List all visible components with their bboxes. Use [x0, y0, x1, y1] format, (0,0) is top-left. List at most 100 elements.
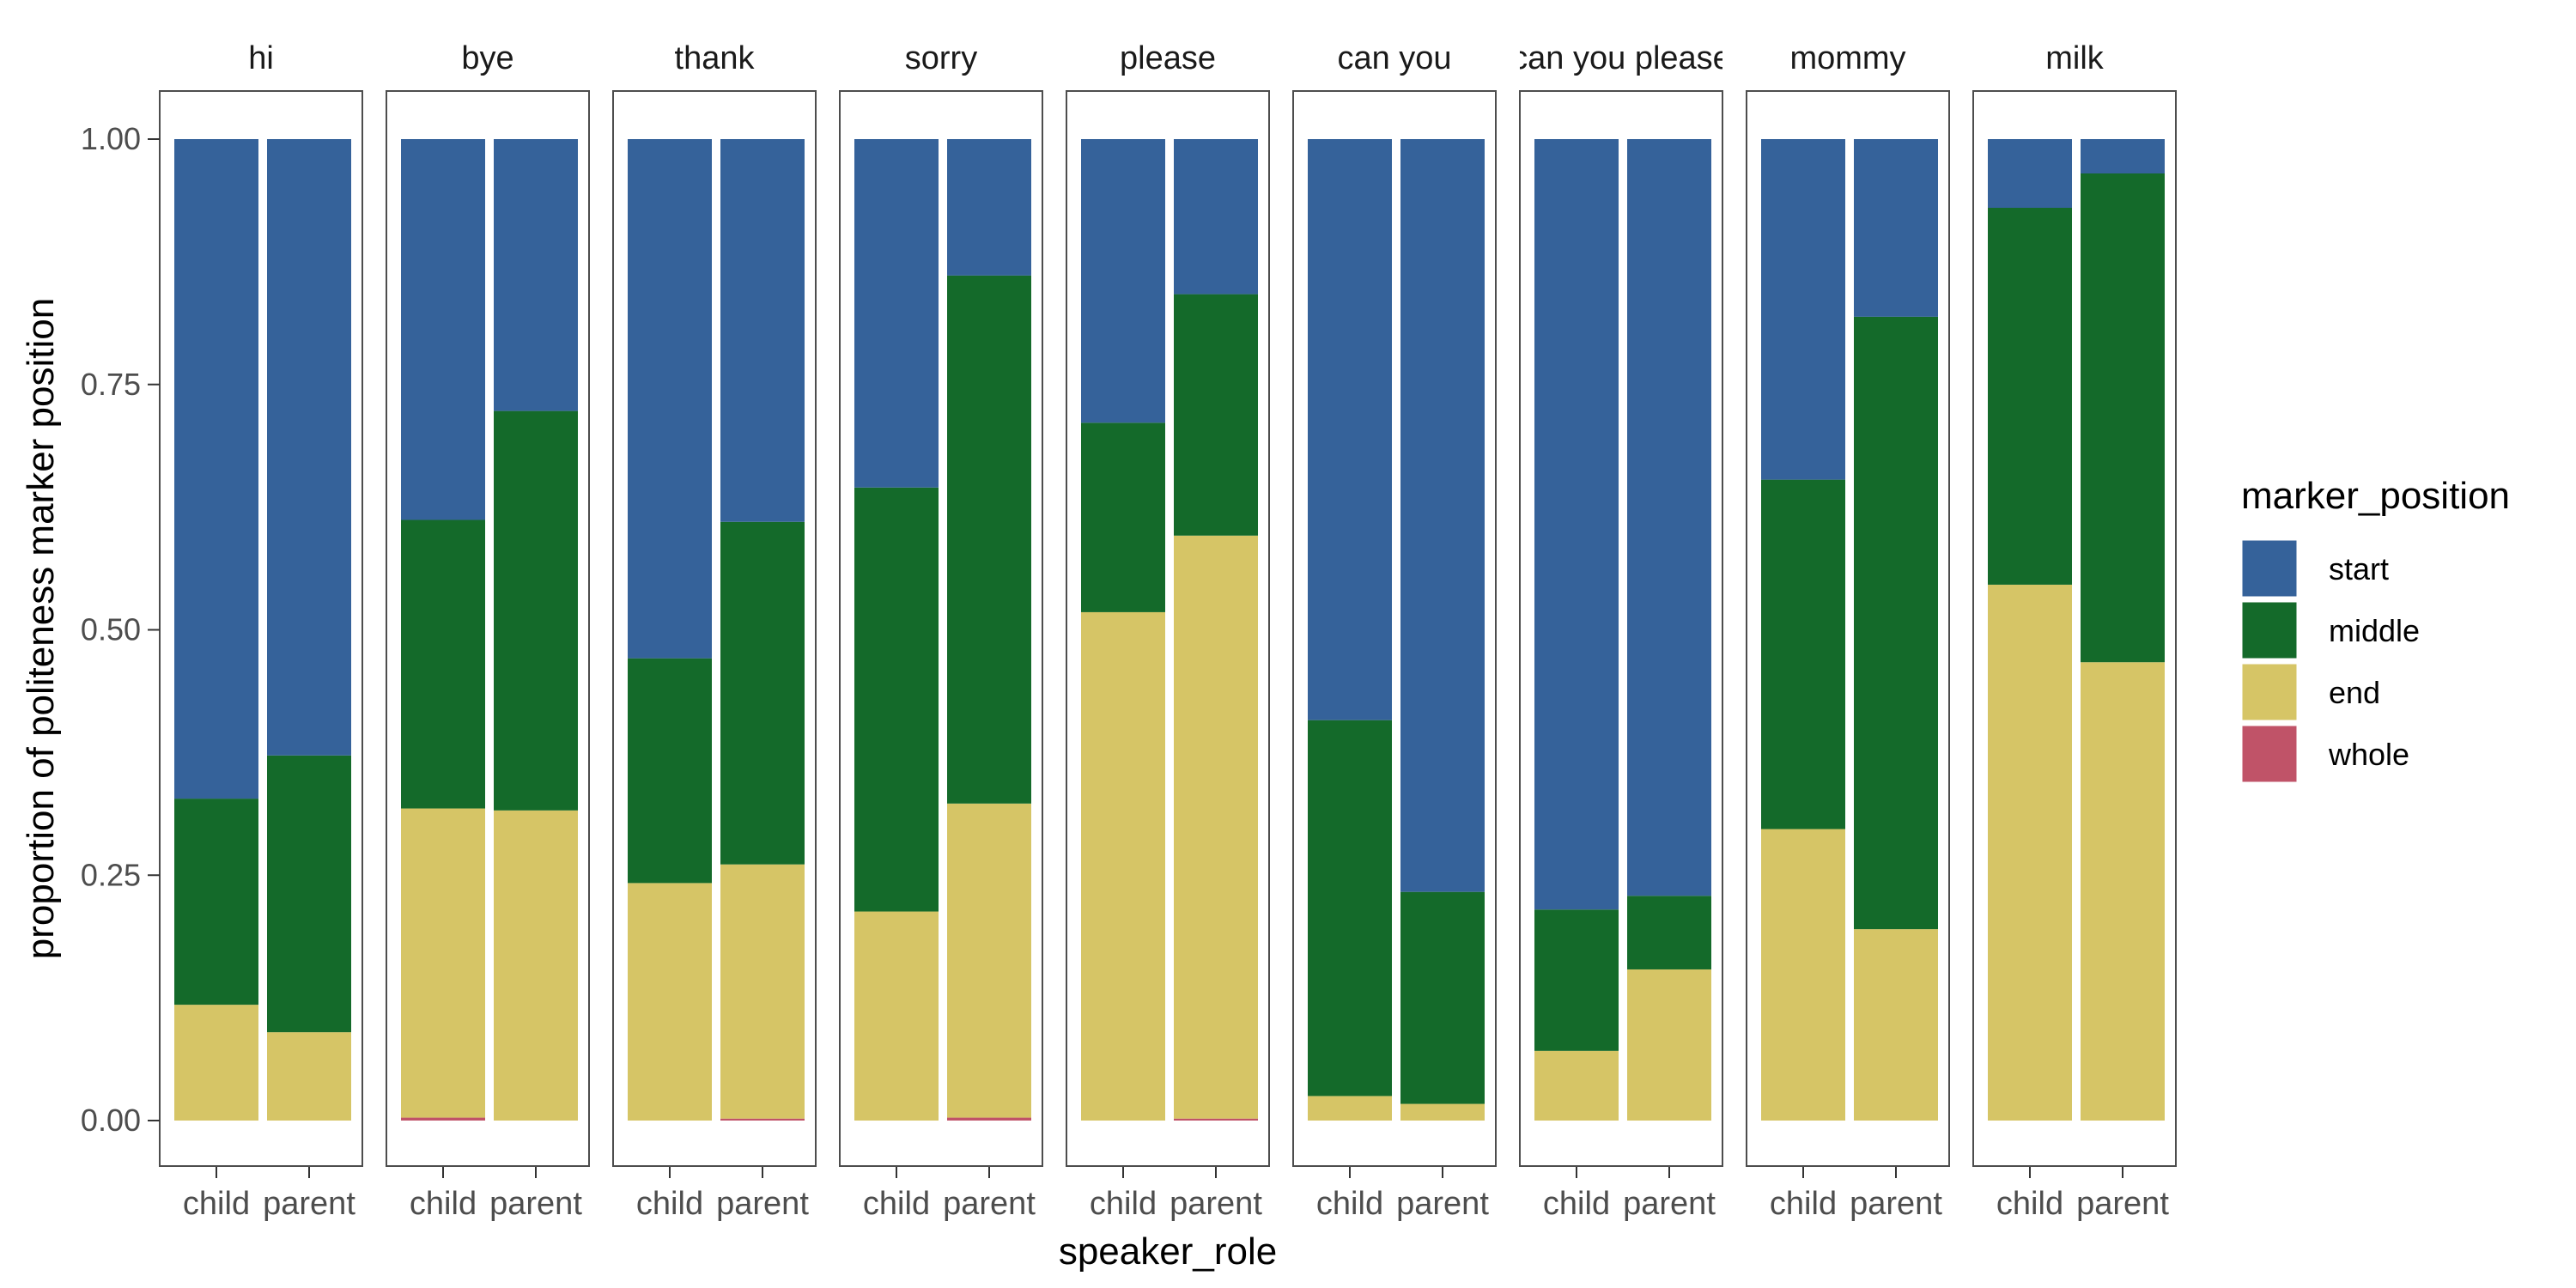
bar-segment-middle-please-child [1081, 422, 1165, 612]
y-axis: 0.00 0.25 0.50 0.75 1.00 [81, 121, 160, 1138]
facet-panel-sorry: sorry child parent [839, 40, 1043, 1222]
bar-segment-start-milk-child [1988, 139, 2072, 209]
bar-segment-start-bye-parent [494, 139, 578, 411]
bar-segment-start-can-you-please-parent [1627, 139, 1711, 896]
y-tick-label: 0.75 [81, 367, 141, 402]
legend-key-end [2239, 661, 2300, 723]
bar-segment-end-milk-child [1988, 584, 2072, 1121]
x-tick-label: parent [2076, 1186, 2169, 1222]
x-tick-label: child [863, 1186, 930, 1222]
bar-segment-whole-please-parent [1174, 1118, 1258, 1121]
facet-panel-border [1972, 90, 2177, 1167]
facet-panel-border [159, 90, 363, 1167]
bar-segment-middle-bye-parent [494, 410, 578, 811]
bar-segment-middle-please-parent [1174, 294, 1258, 536]
bar-segment-start-thank-parent [720, 139, 805, 522]
facet-panel-milk: milk child parent [1972, 40, 2177, 1222]
bar-segment-middle-milk-parent [2081, 173, 2165, 663]
legend-label-whole: whole [2328, 737, 2409, 772]
facet-panel-border [386, 90, 590, 1167]
bar-segment-middle-can-you-parent [1400, 891, 1485, 1104]
facet-title: can you please [1511, 40, 1731, 76]
bar-segment-middle-can-you-please-child [1534, 909, 1619, 1051]
x-tick-label: child [183, 1186, 250, 1222]
x-tick-label: parent [263, 1186, 355, 1222]
bar-segment-end-hi-child [174, 1005, 258, 1121]
legend-key-middle [2239, 599, 2300, 661]
facet-panel-can-you: can you child parent [1292, 40, 1497, 1222]
bar-segment-whole-thank-parent [720, 1118, 805, 1121]
bar-segment-start-can-you-child [1308, 139, 1392, 720]
bar-segment-end-can-you-child [1308, 1096, 1392, 1121]
bar-segment-middle-bye-child [401, 519, 485, 809]
bar-segment-end-milk-parent [2081, 662, 2165, 1121]
bar-segment-middle-thank-parent [720, 521, 805, 865]
x-tick-label: child [1090, 1186, 1157, 1222]
bar-segment-end-bye-parent [494, 810, 578, 1121]
bar-segment-start-sorry-child [854, 139, 939, 488]
x-tick-label: parent [716, 1186, 809, 1222]
facet-panel-hi: hi child parent [159, 40, 363, 1222]
y-tick-label: 0.00 [81, 1103, 141, 1138]
x-tick-label: parent [943, 1186, 1036, 1222]
facet-panel-border [839, 90, 1043, 1167]
facet-title: please [1120, 40, 1216, 76]
bar-segment-start-milk-parent [2081, 139, 2165, 174]
bar-segment-middle-hi-parent [267, 755, 351, 1033]
bar-segment-end-please-child [1081, 611, 1165, 1121]
x-tick-label: child [1316, 1186, 1383, 1222]
bar-segment-start-mommy-child [1761, 139, 1845, 480]
x-tick-label: parent [489, 1186, 582, 1222]
bar-segment-whole-bye-child [401, 1117, 485, 1121]
facet-panel-can-you-please: can you please child parent [1511, 40, 1731, 1222]
legend-key-whole [2239, 723, 2300, 785]
bar-segment-end-please-parent [1174, 535, 1258, 1119]
bar-segment-middle-sorry-child [854, 487, 939, 912]
bar-segment-middle-hi-child [174, 799, 258, 1005]
bar-segment-middle-mommy-parent [1854, 316, 1938, 930]
facet-panels: hi child parent bye child parent thank child par… [159, 40, 2177, 1222]
x-tick-label: child [1543, 1186, 1610, 1222]
legend-label-middle: middle [2329, 613, 2420, 648]
facet-title: can you [1337, 40, 1451, 76]
facet-title: mommy [1789, 40, 1905, 76]
legend-label-end: end [2329, 675, 2380, 710]
bar-segment-middle-can-you-child [1308, 720, 1392, 1097]
x-tick-label: parent [1623, 1186, 1716, 1222]
bar-segment-end-mommy-child [1761, 829, 1845, 1121]
x-tick-label: parent [1850, 1186, 1942, 1222]
facet-panel-border [1066, 90, 1270, 1167]
x-tick-label: parent [1396, 1186, 1489, 1222]
bar-segment-end-bye-child [401, 808, 485, 1118]
bar-segment-start-hi-child [174, 139, 258, 799]
y-tick-label: 0.25 [81, 857, 141, 892]
bar-segment-start-thank-child [628, 139, 712, 659]
y-tick-label: 0.50 [81, 612, 141, 647]
facet-panel-border [612, 90, 817, 1167]
bar-segment-end-can-you-please-child [1534, 1050, 1619, 1121]
facet-panel-border [1292, 90, 1497, 1167]
x-tick-label: parent [1170, 1186, 1262, 1222]
bar-segment-end-can-you-parent [1400, 1103, 1485, 1121]
bar-segment-end-mommy-parent [1854, 929, 1938, 1121]
facet-title: hi [248, 40, 274, 76]
legend-title: marker_position [2241, 475, 2510, 517]
bar-segment-end-hi-parent [267, 1032, 351, 1121]
bar-segment-start-bye-child [401, 139, 485, 520]
facet-title: sorry [905, 40, 977, 76]
bar-segment-start-please-child [1081, 139, 1165, 423]
bar-segment-whole-sorry-parent [947, 1117, 1031, 1121]
bar-segment-start-can-you-parent [1400, 139, 1485, 892]
bar-segment-end-sorry-parent [947, 803, 1031, 1118]
bar-segment-start-please-parent [1174, 139, 1258, 295]
bar-segment-middle-can-you-please-parent [1627, 896, 1711, 969]
x-tick-label: child [1770, 1186, 1837, 1222]
bar-segment-start-can-you-please-child [1534, 139, 1619, 910]
bar-segment-end-thank-child [628, 883, 712, 1121]
facet-panel-please: please child parent [1066, 40, 1270, 1222]
y-tick-label: 1.00 [81, 121, 141, 156]
x-axis-label: speaker_role [1059, 1230, 1277, 1273]
x-tick-label: child [636, 1186, 703, 1222]
legend: marker_position start middle end whole [2239, 475, 2510, 785]
